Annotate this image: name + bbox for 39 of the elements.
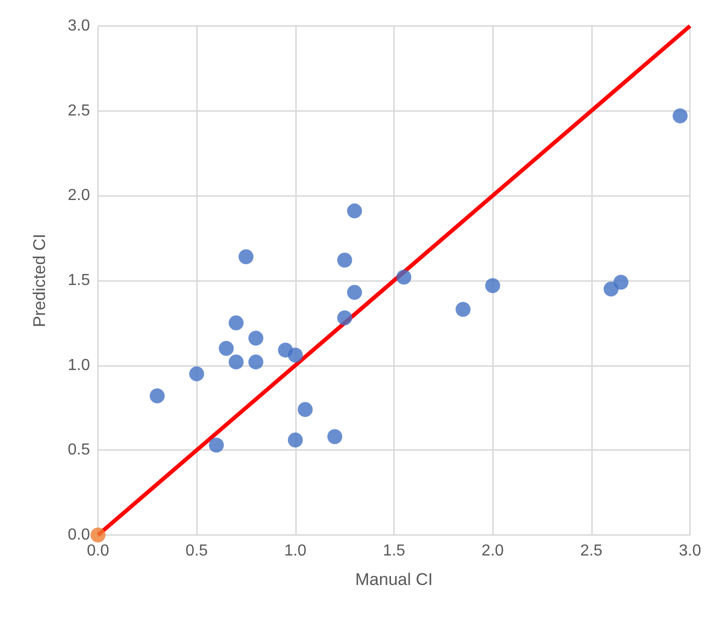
point [248, 330, 264, 346]
point [208, 438, 224, 453]
point [613, 274, 628, 290]
x-tick-label: 2.0 [482, 542, 504, 560]
point [347, 203, 362, 218]
point [396, 270, 412, 285]
point [90, 528, 106, 542]
point [337, 310, 352, 326]
x-tick-label: 3.0 [678, 542, 702, 560]
point [288, 432, 303, 448]
point [298, 402, 313, 417]
point [337, 252, 352, 268]
x-axis-title: Manual CI [355, 570, 433, 589]
point [228, 315, 244, 330]
point [248, 354, 264, 370]
y-axis-title: Predicted CI [30, 234, 49, 328]
y-tick-label: 0.0 [68, 526, 90, 544]
point [485, 278, 500, 294]
point [218, 340, 234, 356]
point [228, 354, 244, 370]
point [347, 284, 362, 300]
y-tick-label: 1.5 [68, 272, 90, 289]
point [456, 302, 471, 317]
point [189, 366, 204, 382]
point [327, 429, 342, 444]
point [238, 249, 254, 264]
point [150, 388, 165, 404]
point [672, 108, 688, 124]
x-tick-label: 2.5 [580, 542, 603, 560]
x-tick-label: 1.0 [284, 542, 307, 560]
x-tick-label: 0.5 [186, 542, 208, 560]
y-tick-label: 0.5 [68, 442, 90, 459]
y-tick-label: 1.0 [68, 356, 90, 374]
x-tick-label: 0.0 [86, 542, 110, 560]
point [288, 348, 303, 363]
x-tick-label: 1.5 [382, 542, 406, 560]
y-tick-label: 3.0 [68, 18, 90, 34]
y-tick-label: 2.5 [68, 102, 90, 120]
y-tick-label: 2.0 [68, 187, 90, 204]
